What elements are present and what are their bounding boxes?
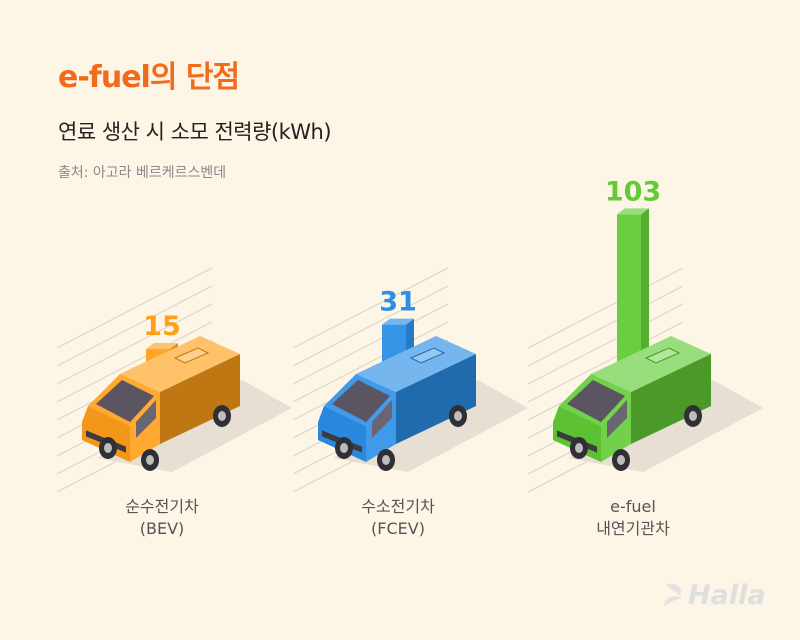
van-windshield: [567, 380, 625, 422]
category-label-bev-line1: 순수전기차: [125, 497, 199, 516]
van-windshield: [96, 380, 154, 422]
guide-line: [292, 303, 449, 385]
category-label-bev-line2: (BEV): [139, 519, 185, 538]
van-fcev-icon: [318, 336, 476, 471]
chart-subtitle: 연료 생산 시 소모 전력량(kWh): [58, 120, 332, 144]
van-hubcap: [146, 455, 154, 465]
category-label-bev: 순수전기차 (BEV): [62, 496, 262, 540]
page-title: e-fuel의 단점: [58, 60, 240, 95]
van-side: [631, 354, 711, 444]
van-hubcap: [454, 411, 462, 421]
bar-top: [617, 208, 649, 215]
guide-line: [527, 303, 684, 385]
van-hubcap: [218, 411, 226, 421]
van-roof: [591, 336, 711, 392]
guide-line: [292, 321, 449, 403]
value-label-fcev: 31: [379, 287, 417, 318]
value-label-bev: 15: [143, 311, 181, 342]
guide-line: [527, 267, 684, 349]
van-side: [160, 354, 240, 444]
value-label-efuel: 103: [605, 176, 661, 207]
van-roof: [120, 336, 240, 392]
van-roof-vent: [644, 347, 681, 364]
van-hubcap: [382, 455, 390, 465]
van-window: [136, 400, 156, 438]
source-note: 출처: 아고라 베르케르스벤데: [58, 165, 227, 181]
halla-logo-text: Halla: [688, 580, 766, 611]
bar-top: [382, 318, 414, 325]
bar-bev: 15: [82, 311, 292, 472]
category-label-efuel-line2: 내연기관차: [596, 519, 670, 538]
van-windshield: [332, 380, 390, 422]
bar-side: [641, 208, 649, 372]
category-label-fcev: 수소전기차 (FCEV): [298, 496, 498, 540]
van-roof: [356, 336, 476, 392]
guide-line: [527, 321, 684, 403]
bar-efuel: 103: [553, 176, 763, 472]
halla-logo: Halla: [662, 578, 782, 618]
category-label-efuel: e-fuel 내연기관차: [533, 496, 733, 540]
bar-fcev: 31: [318, 287, 528, 472]
guide-line: [292, 267, 449, 349]
van-window: [607, 400, 627, 438]
category-label-efuel-line1: e-fuel: [610, 497, 656, 516]
guide-line: [292, 285, 449, 367]
van-hubcap: [575, 443, 583, 453]
van-roof-vent: [409, 347, 446, 364]
guide-line: [527, 285, 684, 367]
van-roof-vent: [173, 347, 210, 364]
halla-leaf-icon: [664, 583, 682, 606]
van-hubcap: [689, 411, 697, 421]
van-hubcap: [340, 443, 348, 453]
category-label-fcev-line1: 수소전기차: [361, 497, 435, 516]
bar-front: [617, 214, 641, 372]
van-window: [372, 400, 392, 438]
van-efuel-icon: [553, 336, 711, 471]
guide-line: [56, 321, 213, 403]
guide-line: [56, 267, 213, 349]
bar-top: [146, 343, 178, 350]
guide-line: [56, 303, 213, 385]
van-hubcap: [104, 443, 112, 453]
van-side: [396, 354, 476, 444]
van-hubcap: [617, 455, 625, 465]
guide-line: [56, 285, 213, 367]
van-bev-icon: [82, 336, 240, 471]
category-label-fcev-line2: (FCEV): [371, 519, 425, 538]
